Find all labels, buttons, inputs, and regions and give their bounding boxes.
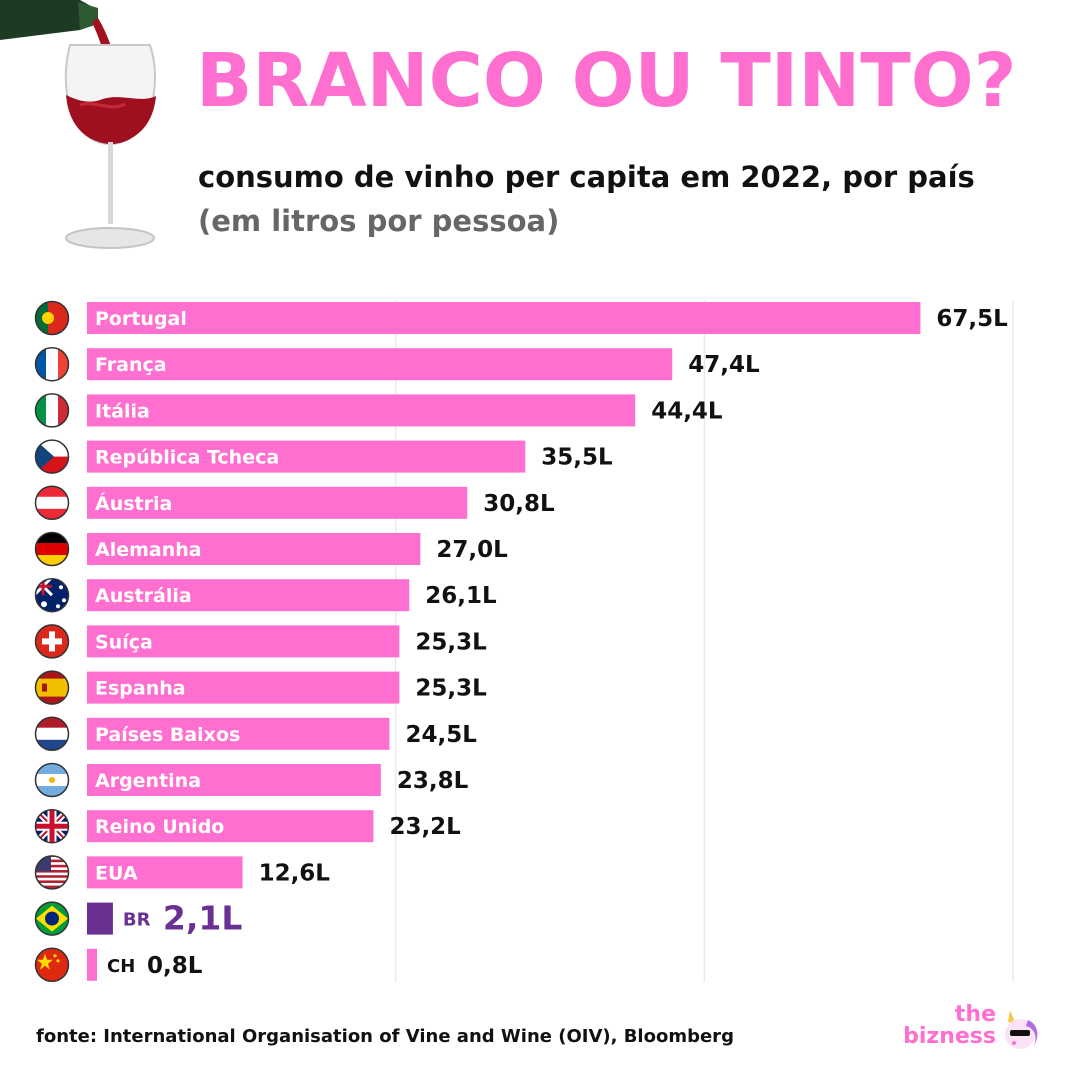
bar-row: CH 0,8L [87, 948, 203, 981]
bar-row: Itália 44,4L [87, 394, 723, 427]
bar-itália [87, 394, 636, 427]
netherlands-flag-icon [34, 716, 70, 752]
value-label: 35,5L [541, 445, 613, 471]
value-label: 44,4L [651, 398, 723, 424]
bar-row: EUA 12,6L [87, 856, 331, 889]
value-label: 67,5L [936, 306, 1008, 332]
value-label: 23,8L [397, 768, 469, 794]
category-label: Austrália [95, 585, 192, 607]
brazil-flag-icon [34, 901, 70, 936]
category-label: Itália [95, 400, 150, 422]
china-flag-icon [34, 947, 70, 983]
category-label: EUA [95, 862, 138, 884]
bar-portugal [87, 302, 921, 334]
bar-row: República Tcheca 35,5L [87, 440, 613, 473]
bar-austrália [87, 579, 410, 612]
value-label: 12,6L [259, 860, 331, 886]
category-label: Áustria [95, 492, 172, 515]
bar-espanha [87, 671, 400, 704]
bar-suíça [87, 625, 400, 658]
flag-column [34, 300, 70, 983]
category-label: República Tcheca [95, 447, 279, 469]
bar-row: Países Baixos 24,5L [87, 717, 477, 750]
category-label: BR [123, 910, 151, 931]
category-label: Países Baixos [95, 724, 240, 746]
source-note: fonte: International Organisation of Vin… [36, 1026, 734, 1047]
bar-ch [87, 948, 97, 981]
usa-flag-icon [34, 855, 70, 890]
uk-flag-icon [34, 808, 70, 844]
bar-frança [87, 348, 673, 381]
category-label: CH [107, 956, 135, 977]
bar-row: França 47,4L [87, 348, 760, 381]
bar-row: Reino Unido 23,2L [87, 810, 461, 843]
value-label: 30,8L [483, 491, 555, 517]
category-label: França [95, 354, 167, 376]
wine-glass-illustration [0, 0, 156, 249]
brand-text-line2: bizness [903, 1024, 996, 1049]
category-label: Espanha [95, 678, 186, 700]
italy-flag-icon [34, 393, 70, 428]
france-flag-icon [34, 346, 70, 382]
brand-logo: the bizness [898, 1000, 1048, 1060]
wine-glass-icon [64, 44, 156, 249]
value-label: 0,8L [147, 953, 203, 979]
category-label: Alemanha [95, 539, 202, 561]
germany-flag-icon [34, 531, 70, 567]
category-label: Suíça [95, 631, 153, 653]
portugal-flag-icon [34, 300, 70, 336]
unicorn-icon [1005, 1010, 1038, 1049]
value-label: 2,1L [163, 899, 243, 938]
value-label: 23,2L [389, 814, 461, 840]
chart-title: BRANCO OU TINTO? [196, 38, 1017, 124]
category-label: Portugal [95, 308, 187, 330]
argentina-flag-icon [34, 762, 70, 798]
value-label: 24,5L [405, 722, 477, 748]
value-label: 25,3L [415, 629, 487, 655]
category-label: Reino Unido [95, 816, 224, 838]
bar-reino-unido [87, 810, 374, 843]
spain-flag-icon [34, 670, 70, 705]
value-label: 47,4L [688, 352, 760, 378]
bar-row: Suíça 25,3L [87, 625, 487, 658]
category-label: Argentina [95, 770, 201, 792]
unit-note: (em litros por pessoa) [198, 204, 560, 238]
bar-argentina [87, 764, 381, 796]
bar-países-baixos [87, 717, 390, 750]
bar-br [87, 902, 113, 935]
australia-flag-icon [34, 577, 70, 613]
bar-áustria [87, 486, 468, 519]
value-label: 27,0L [436, 537, 508, 563]
bar-alemanha [87, 533, 421, 565]
bar-row: Austrália 26,1L [87, 579, 497, 612]
value-label: 26,1L [425, 583, 497, 609]
brand-text-line1: the [954, 1002, 996, 1027]
austria-flag-icon [34, 485, 70, 521]
bar-row: Portugal 67,5L [87, 302, 1008, 334]
bar-república-tcheca [87, 440, 526, 473]
bar-row: Áustria 30,8L [87, 486, 555, 519]
value-label: 25,3L [415, 676, 487, 702]
bar-eua [87, 856, 243, 889]
bar-row: Argentina 23,8L [87, 764, 469, 796]
switzerland-flag-icon [34, 624, 70, 659]
bar-row: BR 2,1L [87, 899, 242, 938]
bar-row: Espanha 25,3L [87, 671, 487, 704]
bars: Portugal 67,5L França 47,4L Itália 44,4L Repúb… [87, 302, 1008, 981]
bar-row: Alemanha 27,0L [87, 533, 508, 565]
czech-flag-icon [34, 439, 70, 474]
chart-subtitle: consumo de vinho per capita em 2022, por… [198, 160, 975, 194]
